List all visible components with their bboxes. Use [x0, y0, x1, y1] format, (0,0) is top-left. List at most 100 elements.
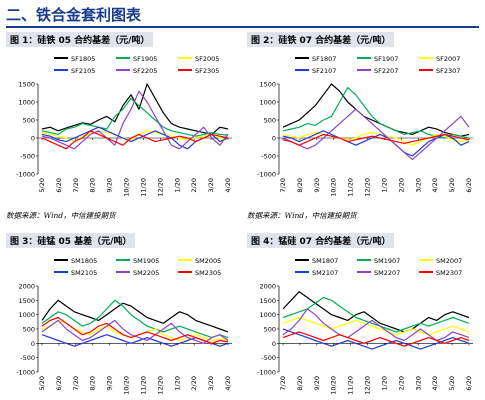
y-tick-label: 2000 — [18, 283, 35, 291]
legend-label-sm2205: SM2205 — [133, 269, 159, 277]
legend-label-sm2005: SM2005 — [195, 257, 221, 265]
series-line-sm2107 — [282, 328, 470, 350]
legend-label-sf2307: SF2307 — [436, 67, 460, 75]
y-tick-label: 500 — [23, 326, 35, 334]
series-line-sm1907 — [282, 296, 470, 333]
series-line-sm1807 — [282, 291, 470, 333]
x-tick-label: 9/20 — [313, 376, 321, 391]
series-line-sm2305 — [41, 316, 229, 344]
figure-4-title: 图 4：锰硅 07 合约基差（元/吨） — [247, 233, 395, 248]
x-tick-label: 9/20 — [106, 178, 114, 193]
x-tick-label: 10/20 — [330, 178, 338, 197]
source-left: 数据来源：Wind，中信建投期货 — [6, 211, 116, 220]
x-tick-label: 1/20 — [380, 376, 388, 391]
y-tick-label: -1000 — [257, 369, 276, 377]
legend: SF1807 SF1907 SF2007 SF2107 SF2207 SF2307 — [295, 55, 460, 75]
y-tick-label: -500 — [20, 153, 35, 161]
x-tick-label: 9/20 — [106, 376, 114, 391]
y-tick-label: 500 — [23, 117, 35, 125]
y-tick-label: 2000 — [259, 283, 276, 291]
x-tick-label: 3/20 — [414, 376, 422, 391]
x-tick-label: 5/20 — [38, 178, 46, 193]
source-right: 数据来源：Wind，中信建投期货 — [247, 211, 357, 220]
x-tick-label: 11/20 — [347, 178, 355, 197]
legend-label-sf2007: SF2007 — [436, 55, 460, 63]
chart-sf05: SF1805 SF1905 SF2005 SF2105 SF2205 SF2305 1500… — [16, 55, 232, 197]
legend-label-sm2307: SM2307 — [436, 269, 462, 277]
y-tick-label: 1500 — [259, 81, 276, 89]
x-tick-label: 11/20 — [139, 178, 147, 197]
y-tick-label: 0 — [272, 135, 276, 143]
title-rule — [6, 26, 479, 28]
x-tick-label: 3/20 — [207, 376, 215, 391]
legend-label-sm2007: SM2007 — [436, 257, 462, 265]
x-tick-label: 12/20 — [364, 178, 372, 197]
legend-label-sm2305: SM2305 — [195, 269, 221, 277]
x-tick-label: 3/20 — [207, 178, 215, 193]
x-tick-label: 9/20 — [313, 178, 321, 193]
x-tick-label: 1/20 — [173, 178, 181, 193]
series-line-sf2007 — [282, 131, 470, 146]
x-tick-label: 1/20 — [380, 178, 388, 193]
y-tick-label: -500 — [261, 354, 276, 362]
legend-label-sf1907: SF1907 — [374, 55, 398, 63]
series-line-sf1805 — [41, 83, 229, 136]
legend-label-sf1807: SF1807 — [312, 55, 336, 63]
legend-label-sf2305: SF2305 — [195, 67, 219, 75]
x-tick-label: 7/20 — [72, 178, 80, 193]
x-tick-label: 8/20 — [89, 376, 97, 391]
x-tick-label: 2/20 — [190, 376, 198, 391]
legend-label-sm1807: SM1807 — [312, 257, 338, 265]
x-tick-label: 12/20 — [364, 376, 372, 395]
x-tick-label: 2/20 — [397, 376, 405, 391]
x-tick-label: 12/20 — [156, 376, 164, 395]
legend-label-sm1905: SM1905 — [133, 257, 159, 265]
chart-sm07: SM1807 SM1907 SM2007 SM2107 SM2207 SM2307 2000… — [257, 257, 473, 395]
x-tick-label: 7/20 — [279, 178, 287, 193]
y-tick-label: 1000 — [259, 311, 276, 319]
x-tick-label: 3/20 — [414, 178, 422, 193]
series-line-sf2005 — [41, 130, 229, 143]
figure-2-title: 图 2：硅铁 07 合约基差（元/吨） — [247, 32, 395, 47]
y-tick-label: 500 — [264, 117, 276, 125]
series-line-sf2205 — [41, 90, 229, 150]
x-tick-label: 10/20 — [123, 178, 131, 197]
legend-label-sf2107: SF2107 — [312, 67, 336, 75]
x-tick-label: 8/20 — [296, 178, 304, 193]
x-tick-label: 2/20 — [397, 178, 405, 193]
y-tick-label: 1000 — [18, 311, 35, 319]
x-tick-label: 8/20 — [89, 178, 97, 193]
legend-label-sf2207: SF2207 — [374, 67, 398, 75]
x-tick-label: 11/20 — [139, 376, 147, 395]
y-tick-label: -1000 — [16, 369, 35, 377]
x-tick-label: 1/20 — [173, 376, 181, 391]
figure-3-title: 图 3：硅锰 05 基差（元/吨） — [6, 233, 136, 248]
legend-label-sf1805: SF1805 — [71, 55, 95, 63]
x-tick-label: 4/20 — [431, 178, 439, 193]
section-title: 二、铁合金套利图表 — [6, 6, 142, 24]
legend-label-sm2107: SM2107 — [312, 269, 338, 277]
legend-label-sm1805: SM1805 — [71, 257, 97, 265]
series-line-sm1805 — [41, 299, 229, 333]
x-tick-label: 5/20 — [38, 376, 46, 391]
x-tick-label: 6/20 — [465, 178, 473, 193]
legend: SM1805 SM1905 SM2005 SM2105 SM2205 SM2305 — [54, 257, 221, 277]
y-tick-label: -500 — [20, 354, 35, 362]
y-tick-label: 1000 — [18, 99, 35, 107]
x-tick-label: 8/20 — [296, 376, 304, 391]
legend-label-sf2005: SF2005 — [195, 55, 219, 63]
series-line-sm2007 — [282, 316, 470, 336]
x-tick-label: 7/20 — [72, 376, 80, 391]
chart-sm05: SM1805 SM1905 SM2005 SM2105 SM2205 SM2305 2000… — [16, 257, 232, 395]
legend-label-sf2105: SF2105 — [71, 67, 95, 75]
series-line-sm1905 — [41, 299, 229, 339]
legend-label-sm1907: SM1907 — [374, 257, 400, 265]
x-tick-label: 4/20 — [431, 376, 439, 391]
y-tick-label: 1500 — [18, 81, 35, 89]
x-tick-label: 7/20 — [279, 376, 287, 391]
x-tick-label: 5/20 — [448, 178, 456, 193]
series-line-sf2307 — [282, 133, 470, 146]
y-tick-label: 1500 — [259, 297, 276, 305]
x-tick-label: 5/20 — [448, 376, 456, 391]
y-tick-label: 0 — [272, 340, 276, 348]
